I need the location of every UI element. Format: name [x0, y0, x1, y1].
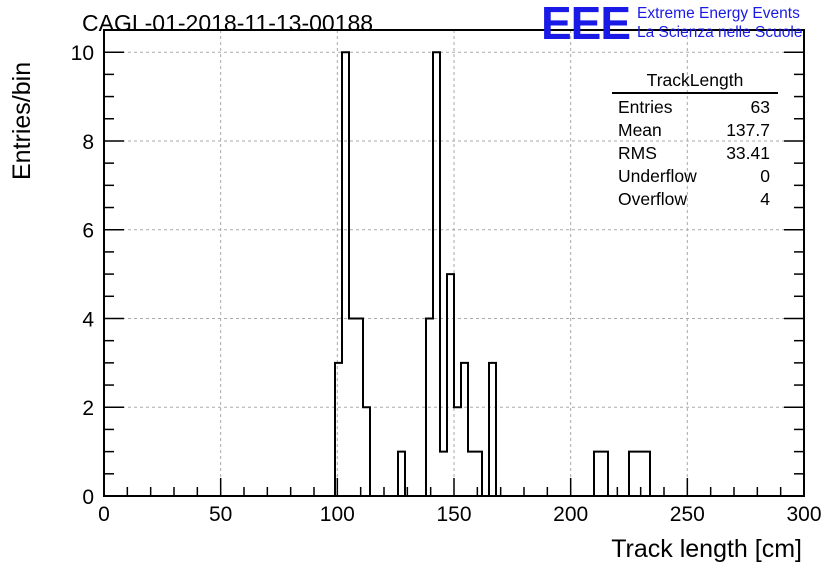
x-axis-label: Track length [cm]: [611, 535, 802, 563]
x-tick-label: 0: [98, 503, 110, 526]
logo-caption-line-2: La Scienza nelle Scuole: [637, 24, 803, 41]
stats-row-mean: Mean 137.7: [612, 119, 778, 142]
y-axis-label: Entries/bin: [8, 61, 36, 180]
x-tick-label: 300: [786, 503, 821, 526]
y-tick-label: 8: [82, 131, 94, 154]
stats-label: Mean: [618, 120, 662, 140]
stats-label: Entries: [618, 97, 673, 117]
stats-value: 63: [750, 97, 770, 117]
x-tick-label: 250: [670, 503, 705, 526]
stats-value: 137.7: [726, 120, 770, 140]
plot-frame: [103, 29, 805, 497]
x-tick-label: 100: [320, 503, 355, 526]
stats-value: 0: [760, 166, 770, 186]
logo-caption: Extreme Energy Events La Scienza nelle S…: [637, 4, 802, 42]
stats-row-overflow: Overflow 4: [612, 188, 778, 211]
x-tick-label: 150: [436, 503, 471, 526]
y-tick-label: 4: [82, 308, 94, 331]
stats-row-underflow: Underflow 0: [612, 165, 778, 188]
stats-value: 33.41: [726, 143, 770, 163]
logo-caption-line-1: Extreme Energy Events: [637, 5, 800, 22]
stats-title: TrackLength: [612, 70, 778, 94]
stats-label: Underflow: [618, 166, 697, 186]
x-tick-label: 50: [209, 503, 232, 526]
stats-row-rms: RMS 33.41: [612, 142, 778, 165]
y-tick-label: 10: [71, 42, 94, 65]
stats-box: TrackLength Entries 63 Mean 137.7 RMS 33…: [612, 70, 778, 211]
grid-lines: [104, 30, 804, 496]
x-tick-label: 200: [553, 503, 588, 526]
y-tick-label: 2: [82, 397, 94, 420]
chart-title: CAGL-01-2018-11-13-00188: [82, 10, 374, 36]
y-tick-label: 6: [82, 220, 94, 243]
stats-label: Overflow: [618, 189, 688, 209]
eee-logo: EEE: [541, 0, 631, 49]
tick-labels: 0 50 100 150 200 250 300 0 2 4 6 8 10: [71, 42, 822, 526]
stats-label: RMS: [618, 143, 657, 163]
y-tick-label: 0: [82, 486, 94, 509]
stats-row-entries: Entries 63: [612, 96, 778, 119]
stats-value: 4: [760, 189, 770, 209]
